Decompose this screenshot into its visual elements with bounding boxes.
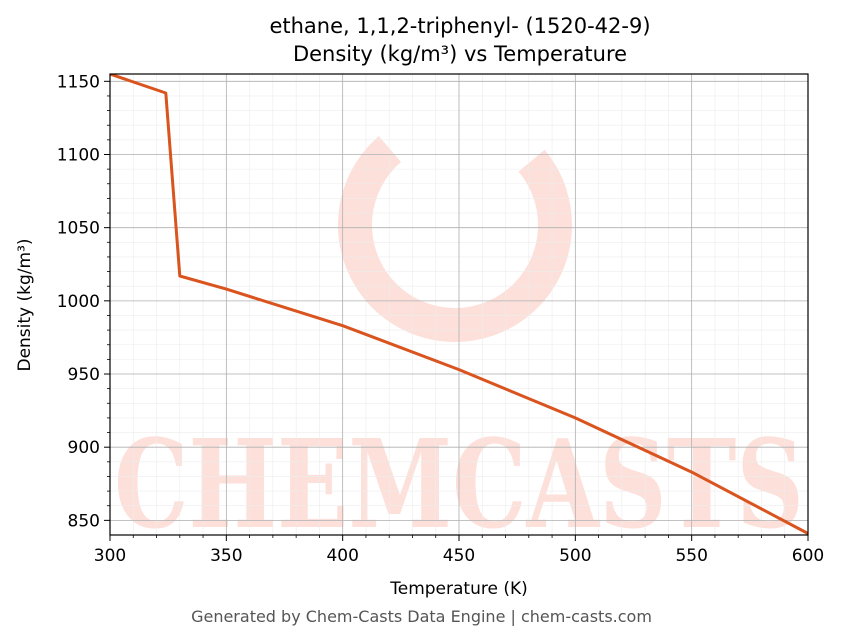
y-tick-label: 900 <box>68 438 100 458</box>
y-tick-label: 1100 <box>57 145 100 165</box>
watermark-swirl <box>338 108 572 342</box>
x-axis-label: Temperature (K) <box>389 579 528 599</box>
chart-title: ethane, 1,1,2-triphenyl- (1520-42-9) <box>269 14 650 38</box>
x-tick-label: 550 <box>675 546 707 566</box>
x-tick-label: 400 <box>326 546 358 566</box>
y-tick-label: 950 <box>68 365 100 385</box>
density-line <box>110 74 808 535</box>
y-tick-label: 850 <box>68 511 100 531</box>
y-axis-label: Density (kg/m³) <box>15 238 35 371</box>
x-tick-label: 350 <box>210 546 242 566</box>
y-tick-label: 1000 <box>57 292 100 312</box>
series-layer <box>110 74 808 535</box>
y-tick-label: 1050 <box>57 219 100 239</box>
footer-credit: Generated by Chem-Casts Data Engine | ch… <box>191 607 652 626</box>
axis-ticks: 300 350 400 450 500 550 600 850 900 950 1000 1050 11… <box>57 72 824 566</box>
x-tick-label: 600 <box>792 546 824 566</box>
x-tick-label: 500 <box>559 546 591 566</box>
y-tick-label: 1150 <box>57 72 100 92</box>
chart-subtitle: Density (kg/m³) vs Temperature <box>293 42 627 66</box>
x-tick-label: 300 <box>94 546 126 566</box>
x-tick-label: 450 <box>443 546 475 566</box>
